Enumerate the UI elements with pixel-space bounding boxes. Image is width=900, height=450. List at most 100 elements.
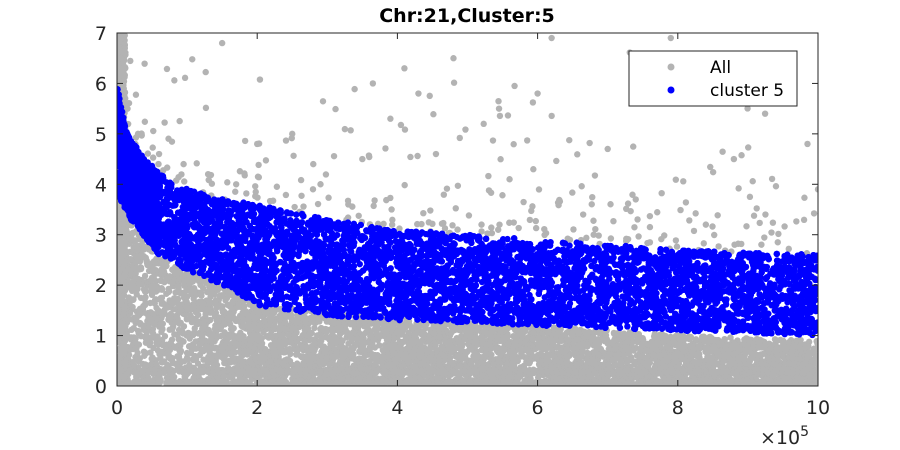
point-all [176,308,183,316]
point-all [575,329,583,337]
point-all [323,326,330,333]
point-all [255,311,263,318]
point-all [272,332,280,339]
point-all [267,358,274,365]
point-all [263,309,270,316]
chart-title: Chr:21,Cluster:5 [379,5,555,27]
point-all [796,355,804,363]
point-all [174,282,182,290]
point-all [650,351,657,359]
point-all [318,334,326,341]
point-all [149,282,157,289]
point-all [226,314,234,321]
point-all [159,320,167,327]
point-all [255,337,263,344]
point-all [165,350,172,358]
point-all [176,320,183,327]
point-all [621,343,629,350]
point-all [147,276,155,283]
point-all [425,336,433,343]
point-all [192,315,199,323]
point-all [512,342,520,349]
point-all [208,335,215,343]
point-all [558,337,565,345]
point-all [685,335,693,343]
point-all [215,353,223,360]
point-all [175,355,183,362]
point-all [156,296,164,303]
point-all [316,359,323,366]
point-all [141,272,149,280]
point-all [134,357,142,364]
point-all [340,354,347,361]
point-all [569,329,576,337]
point-all [198,332,206,339]
point-all [642,347,649,354]
point-all [451,345,458,353]
point-all [654,339,662,346]
point-all [416,353,424,360]
point-all [213,317,221,324]
point-all [634,336,641,343]
point-all [179,272,187,279]
point-all [805,343,812,350]
point-all [640,336,647,344]
point-all [409,336,417,344]
point-all [391,356,398,364]
point-all [438,343,446,350]
point-all [750,351,758,358]
point-all [212,297,220,304]
point-all [495,336,502,343]
point-all [330,319,337,327]
point-all [286,313,293,320]
point-all [649,344,657,352]
point-all [141,243,149,251]
point-all [488,334,495,341]
point-all [166,297,173,304]
point-all [488,351,495,359]
point-all [287,350,294,358]
point-all [149,267,157,274]
point-all [133,253,140,260]
point-all [196,341,203,348]
point-all [584,350,592,357]
point-all [160,270,167,277]
point-all [311,339,318,347]
point-all [367,332,374,340]
point-all [797,336,804,344]
point-all [172,289,180,296]
point-all [141,295,148,303]
point-all [436,333,443,340]
point-all [309,346,316,353]
point-all [257,355,264,363]
point-all [680,343,687,351]
point-all [650,333,658,340]
point-all [376,333,383,341]
point-all [166,273,173,281]
point-all [229,299,236,306]
point-all [384,353,392,360]
point-all [744,347,752,354]
point-all [226,332,233,339]
point-all [308,329,315,337]
point-all [248,332,256,340]
point-all [504,360,511,367]
point-all [301,337,309,345]
point-all [326,336,333,343]
point-all [146,341,153,349]
point-all [279,360,287,367]
point-all [402,333,409,340]
point-all [254,326,261,333]
point-all [159,341,167,349]
point-all [218,293,226,300]
point-all [785,360,792,367]
point-all [695,343,703,350]
point-all [579,340,587,348]
point-all [789,354,796,362]
point-all [148,355,155,362]
point-all [199,325,206,333]
point-all [588,356,596,364]
point-all [376,342,383,349]
point-all [575,354,582,361]
point-all [285,356,292,363]
